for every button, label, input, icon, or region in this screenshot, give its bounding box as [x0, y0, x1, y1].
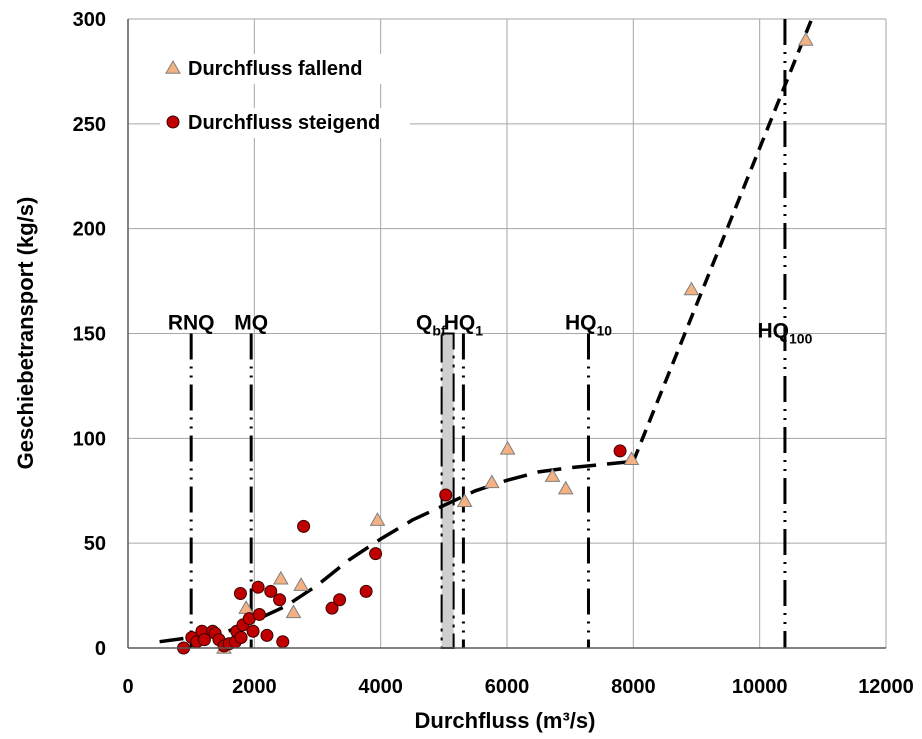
reference-label-main: RNQ	[168, 311, 215, 334]
triangle-marker	[293, 577, 309, 591]
reference-label-main: HQ	[758, 320, 790, 343]
reference-label: HQ10	[565, 311, 612, 338]
circle-marker	[359, 584, 373, 598]
triangle-marker	[623, 451, 640, 466]
circle-marker	[234, 631, 248, 645]
reference-label: HQ100	[758, 320, 813, 347]
axes	[127, 19, 886, 649]
triangle-marker	[557, 480, 574, 495]
reference-label: Qbf	[416, 311, 446, 338]
y-tick-label: 200	[73, 219, 106, 241]
circle-marker	[197, 633, 211, 647]
legend-bg	[160, 54, 410, 84]
circle-marker	[246, 624, 260, 638]
circle-marker	[297, 519, 311, 533]
legend-label: Durchfluss fallend	[188, 58, 362, 80]
circle-marker	[273, 593, 287, 607]
triangle-marker	[499, 440, 516, 455]
reference-label-sub: 1	[475, 322, 483, 338]
x-tick-label: 0	[122, 676, 133, 698]
x-tick-label: 6000	[485, 676, 530, 698]
y-tick-label: 50	[84, 533, 106, 555]
reference-label: HQ1	[444, 311, 484, 338]
triangle-marker	[683, 281, 700, 296]
circle-marker	[333, 593, 347, 607]
x-axis-title: Durchfluss (m³/s)	[415, 708, 596, 733]
y-tick-label: 250	[73, 114, 106, 136]
triangle-marker	[165, 59, 181, 74]
reference-label: RNQ	[168, 311, 215, 334]
circle-marker	[264, 584, 278, 598]
reference-label-sub: bf	[432, 322, 446, 338]
reference-label: MQ	[234, 311, 268, 334]
reference-label-main: HQ	[565, 311, 597, 334]
circle-marker	[233, 586, 247, 600]
reference-label-sub: 10	[596, 322, 612, 338]
circle-marker	[439, 488, 453, 502]
x-tick-label: 4000	[358, 676, 403, 698]
reference-label-main: MQ	[234, 311, 268, 334]
triangle-marker	[544, 468, 561, 482]
tick-labels: 0 2000 4000 6000 8000 10000 12000 0 50 100 150 200 2…	[73, 9, 914, 698]
x-tick-label: 10000	[732, 676, 788, 698]
circle-marker	[251, 580, 265, 594]
x-tick-label: 12000	[858, 676, 914, 698]
circle-marker	[325, 601, 339, 615]
triangle-marker	[369, 512, 386, 526]
y-tick-label: 100	[73, 428, 106, 450]
y-tick-label: 300	[73, 9, 106, 31]
triangle-marker	[273, 570, 289, 585]
circle-marker	[260, 628, 274, 642]
triangle-marker	[456, 493, 473, 507]
legend: Durchfluss fallend Durchfluss steigend	[160, 54, 410, 138]
reference-label-sub: 100	[789, 331, 813, 347]
y-tick-label: 150	[73, 324, 106, 346]
reference-label-main: Q	[416, 311, 432, 334]
trend-line	[631, 14, 816, 463]
y-tick-label: 0	[95, 638, 106, 660]
circle-marker	[252, 607, 266, 621]
triangle-marker	[483, 474, 500, 489]
circle-marker	[166, 115, 180, 129]
x-tick-label: 8000	[611, 676, 656, 698]
x-tick-label: 2000	[232, 676, 277, 698]
reference-label-main: HQ	[444, 311, 476, 334]
y-axis-title: Geschiebetransport (kg/s)	[13, 197, 38, 470]
legend-bg	[160, 108, 410, 138]
circle-marker	[369, 547, 383, 561]
circle-marker	[613, 444, 627, 458]
triangle-marker	[797, 31, 814, 46]
circle-marker	[276, 635, 290, 649]
triangle-marker	[285, 604, 302, 619]
legend-label: Durchfluss steigend	[188, 112, 380, 134]
data-points	[177, 31, 814, 655]
